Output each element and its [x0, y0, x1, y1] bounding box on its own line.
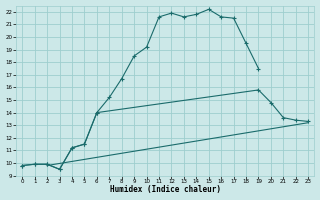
X-axis label: Humidex (Indice chaleur): Humidex (Indice chaleur)	[110, 185, 221, 194]
